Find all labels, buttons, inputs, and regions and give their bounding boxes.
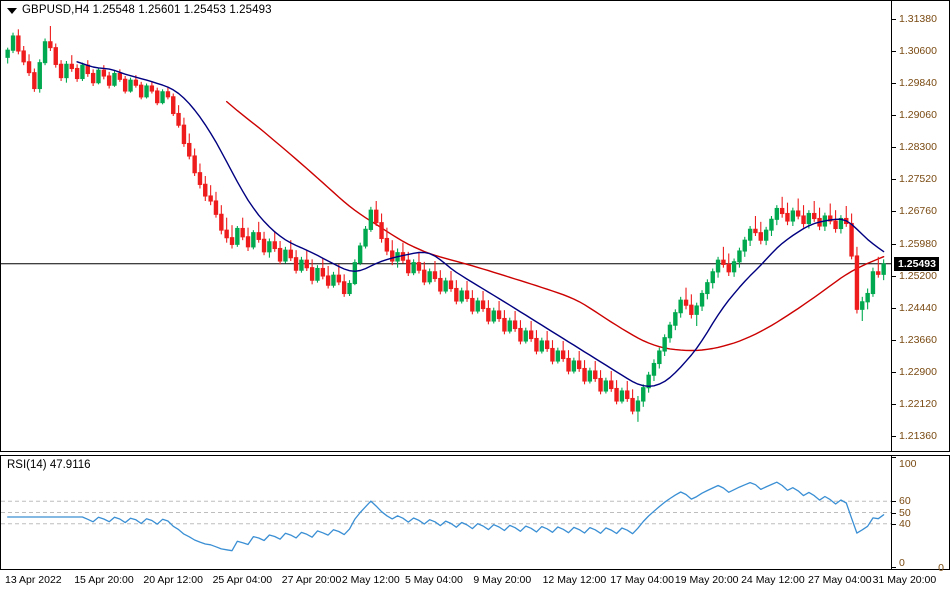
price-chart-pane[interactable]: GBPUSD,H4 1.25548 1.25601 1.25453 1.2549… — [0, 0, 950, 452]
price-tick — [892, 276, 896, 277]
chevron-down-icon[interactable] — [7, 8, 17, 14]
price-tick — [892, 146, 896, 148]
price-axis-label: 1.28300 — [899, 140, 937, 153]
time-axis-label: 9 May 20:00 — [473, 574, 532, 586]
price-axis-label: 1.21360 — [899, 430, 937, 442]
rsi-tick — [892, 501, 896, 503]
time-axis-label: 27 May 04:00 — [808, 574, 872, 586]
rsi-svg — [1, 481, 891, 552]
price-tick — [892, 82, 896, 84]
price-axis-label: 1.26760 — [899, 205, 937, 217]
price-axis-label: 1.22900 — [899, 365, 937, 378]
rsi-tick — [892, 567, 896, 568]
price-svg — [1, 26, 891, 422]
time-axis-label: 2 May 12:00 — [341, 574, 400, 586]
price-axis-label: 1.31380 — [899, 12, 937, 25]
price-axis-label: 1.30600 — [899, 45, 937, 57]
symbol-header[interactable]: GBPUSD,H4 1.25548 1.25601 1.25453 1.2549… — [7, 3, 272, 17]
price-tick — [892, 243, 896, 245]
rsi-indicator-pane[interactable]: RSI(14) 47.9116 100 60 50 40 0 — [0, 455, 950, 570]
price-tick — [892, 371, 896, 373]
price-plot-area[interactable] — [1, 1, 891, 451]
price-axis-label: 1.29840 — [899, 76, 937, 89]
time-axis-label: 17 May 04:00 — [610, 574, 674, 586]
rsi-axis-label: 0 — [899, 557, 905, 569]
time-axis-label: 25 Apr 04:00 — [212, 574, 273, 586]
price-axis-label: 1.24440 — [899, 301, 937, 314]
time-axis-label: 5 May 04:00 — [405, 574, 463, 586]
price-axis-label: 1.25980 — [899, 237, 937, 250]
rsi-axis[interactable]: 100 60 50 40 0 — [891, 456, 949, 569]
time-axis-label: 27 Apr 20:00 — [281, 574, 342, 586]
rsi-tick — [892, 523, 896, 525]
price-axis-label: 1.22120 — [899, 398, 937, 411]
rsi-tick — [892, 457, 896, 458]
time-axis-label: 24 May 12:00 — [741, 574, 805, 586]
rsi-axis-label: 100 — [899, 458, 917, 470]
rsi-tick — [892, 512, 896, 514]
price-axis-label: 1.27520 — [899, 173, 937, 186]
time-axis-label: 20 Apr 12:00 — [143, 574, 203, 586]
price-axis[interactable]: 1.31380 1.30600 1.29840 1.29060 1.28300 1.275… — [891, 1, 949, 451]
price-axis-label: 1.25200 — [899, 270, 937, 282]
price-tick — [892, 18, 896, 20]
price-tick — [892, 307, 896, 309]
time-axis-label: 31 May 20:00 — [872, 574, 937, 586]
rsi-header-label: RSI(14) 47.9116 — [7, 459, 91, 471]
rsi-plot-area[interactable] — [1, 456, 891, 569]
price-tick — [892, 404, 896, 406]
rsi-zero-label: 0 — [938, 562, 944, 574]
rsi-axis-label: 50 — [899, 506, 911, 519]
price-axis-label: 1.29060 — [899, 109, 937, 122]
rsi-axis-label: 40 — [899, 517, 911, 530]
price-tick — [892, 436, 896, 437]
rsi-axis-label: 60 — [899, 495, 911, 508]
price-tick — [892, 179, 896, 181]
time-axis-label: 13 Apr 2022 — [5, 574, 62, 586]
price-tick — [892, 115, 896, 117]
price-tick — [892, 340, 896, 342]
symbol-ohlc-label: GBPUSD,H4 1.25548 1.25601 1.25453 1.2549… — [22, 4, 272, 16]
price-tick — [892, 51, 896, 52]
current-price-label: 1.25493 — [894, 256, 939, 271]
price-axis-label: 1.23660 — [899, 334, 937, 347]
time-axis-label: 12 May 12:00 — [542, 574, 607, 586]
time-axis[interactable]: 13 Apr 2022 15 Apr 20:00 20 Apr 12:00 25 Ap… — [0, 562, 950, 600]
time-axis-label: 15 Apr 20:00 — [74, 574, 134, 586]
time-axis-label: 19 May 20:00 — [674, 574, 739, 586]
price-tick — [892, 211, 896, 212]
